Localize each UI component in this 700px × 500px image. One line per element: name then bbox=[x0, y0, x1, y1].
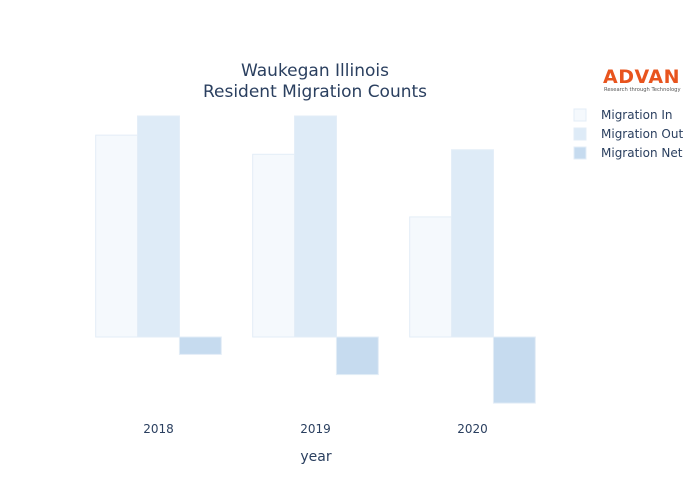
logo-tagline: Research through Technology bbox=[604, 87, 681, 93]
bar-migration-in-2019[interactable] bbox=[252, 153, 296, 338]
x-axis-title: year bbox=[300, 449, 331, 465]
bar-migration-net-2019[interactable] bbox=[335, 336, 379, 376]
legend-label: Migration Out bbox=[601, 127, 683, 141]
x-tick-label-2020: 2020 bbox=[457, 422, 488, 436]
chart-title: Waukegan Illinois Resident Migration Cou… bbox=[203, 61, 427, 102]
bars-layer bbox=[95, 115, 536, 404]
legend-item-migration-out[interactable]: Migration Out bbox=[573, 127, 683, 141]
legend-item-migration-in[interactable]: Migration In bbox=[573, 108, 673, 122]
legend: Migration In Migration Out Migration Net bbox=[573, 108, 683, 160]
x-tick-label-2019: 2019 bbox=[300, 422, 331, 436]
chart-title-line-2: Resident Migration Counts bbox=[203, 82, 427, 102]
legend-item-migration-net[interactable]: Migration Net bbox=[573, 146, 683, 160]
bar-migration-net-2020[interactable] bbox=[492, 336, 536, 404]
bar-migration-net-2018[interactable] bbox=[178, 336, 222, 355]
bar-migration-out-2018[interactable] bbox=[137, 115, 180, 338]
bar-migration-in-2020[interactable] bbox=[409, 216, 453, 338]
legend-label: Migration In bbox=[601, 108, 673, 122]
legend-swatch bbox=[573, 108, 587, 122]
bar-migration-out-2020[interactable] bbox=[451, 149, 494, 338]
bar-migration-out-2019[interactable] bbox=[294, 115, 337, 338]
chart-title-line-1: Waukegan Illinois bbox=[241, 61, 389, 81]
advan-logo: ADVAN Research through Technology bbox=[603, 66, 681, 93]
legend-swatch bbox=[573, 127, 587, 141]
x-axis-ticks: 2018 2019 2020 bbox=[143, 422, 488, 436]
x-tick-label-2018: 2018 bbox=[143, 422, 174, 436]
legend-label: Migration Net bbox=[601, 146, 683, 160]
logo-wordmark: ADVAN bbox=[603, 66, 680, 88]
legend-swatch bbox=[573, 146, 587, 160]
bar-migration-in-2018[interactable] bbox=[95, 134, 139, 338]
